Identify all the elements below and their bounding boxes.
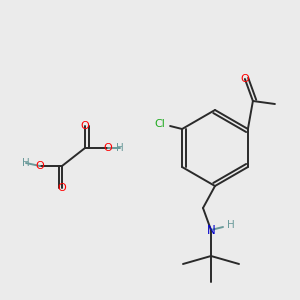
Text: O: O: [103, 143, 112, 153]
Text: O: O: [81, 121, 89, 131]
Text: O: O: [241, 74, 249, 84]
Text: H: H: [116, 143, 124, 153]
Text: O: O: [36, 161, 44, 171]
Text: Cl: Cl: [155, 119, 166, 129]
Text: H: H: [22, 158, 30, 168]
Text: H: H: [227, 220, 235, 230]
Text: O: O: [58, 183, 66, 193]
Text: N: N: [207, 224, 215, 236]
